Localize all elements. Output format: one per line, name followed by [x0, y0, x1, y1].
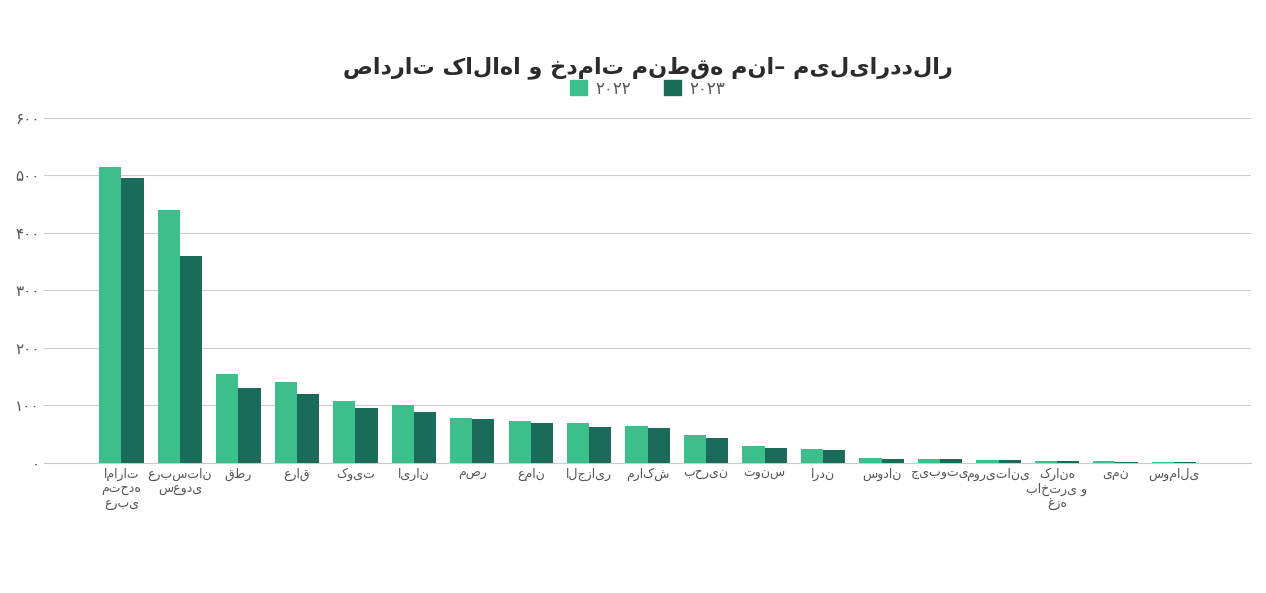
Bar — [356, 408, 377, 463]
Bar — [472, 419, 495, 463]
Bar — [296, 394, 319, 463]
Bar — [333, 400, 356, 463]
Bar — [765, 448, 787, 463]
Bar — [589, 427, 611, 463]
Bar — [509, 421, 530, 463]
Bar — [801, 449, 823, 463]
Bar — [1034, 461, 1057, 463]
Bar — [567, 423, 589, 463]
Bar — [976, 460, 999, 463]
Bar — [625, 426, 648, 463]
Bar — [216, 374, 238, 463]
Bar — [999, 460, 1020, 463]
Bar — [158, 210, 180, 463]
Bar — [275, 382, 296, 463]
Bar — [941, 459, 962, 463]
Bar — [684, 435, 706, 463]
Bar — [1094, 461, 1115, 463]
Bar — [238, 388, 261, 463]
Bar — [449, 417, 472, 463]
Bar — [122, 178, 143, 463]
Bar — [648, 428, 670, 463]
Bar — [391, 405, 414, 463]
Bar — [881, 458, 904, 463]
Bar — [99, 167, 122, 463]
Bar — [1115, 462, 1138, 463]
Bar — [823, 451, 846, 463]
Bar — [530, 423, 553, 463]
Title: صادرات کالاها و خدمات منطقه منا– میلیارددلار: صادرات کالاها و خدمات منطقه منا– میلیارد… — [343, 56, 952, 79]
Bar — [706, 438, 728, 463]
Bar — [742, 447, 765, 463]
Bar — [180, 256, 203, 463]
Bar — [918, 458, 941, 463]
Bar — [1057, 461, 1079, 463]
Bar — [414, 412, 436, 463]
Bar — [860, 458, 881, 463]
Legend: ۲۰۲۲, ۲۰۲۳: ۲۰۲۲, ۲۰۲۳ — [563, 73, 732, 104]
